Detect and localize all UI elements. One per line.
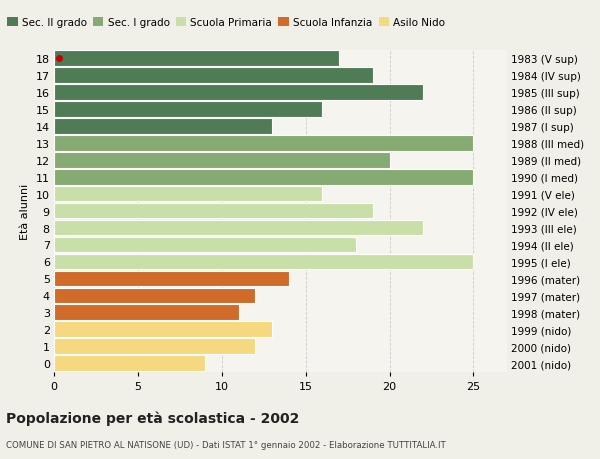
Bar [54, 119, 272, 134]
Bar [54, 322, 272, 337]
Bar [54, 203, 373, 219]
Bar [54, 186, 322, 202]
Bar [54, 102, 322, 118]
Bar [54, 254, 473, 269]
Bar [54, 169, 473, 185]
Bar [54, 356, 205, 371]
Bar [54, 220, 423, 236]
Legend: Sec. II grado, Sec. I grado, Scuola Primaria, Scuola Infanzia, Asilo Nido: Sec. II grado, Sec. I grado, Scuola Prim… [3, 14, 449, 32]
Bar [54, 237, 356, 253]
Bar [54, 51, 339, 67]
Text: COMUNE DI SAN PIETRO AL NATISONE (UD) - Dati ISTAT 1° gennaio 2002 - Elaborazion: COMUNE DI SAN PIETRO AL NATISONE (UD) - … [6, 440, 446, 449]
Bar [54, 68, 373, 84]
Bar [54, 339, 256, 354]
Bar [54, 288, 256, 303]
Bar [54, 136, 473, 151]
Bar [54, 305, 239, 320]
Bar [54, 153, 389, 168]
Bar [54, 85, 423, 101]
Y-axis label: Età alunni: Età alunni [20, 183, 30, 239]
Bar [54, 271, 289, 286]
Text: Popolazione per età scolastica - 2002: Popolazione per età scolastica - 2002 [6, 411, 299, 425]
